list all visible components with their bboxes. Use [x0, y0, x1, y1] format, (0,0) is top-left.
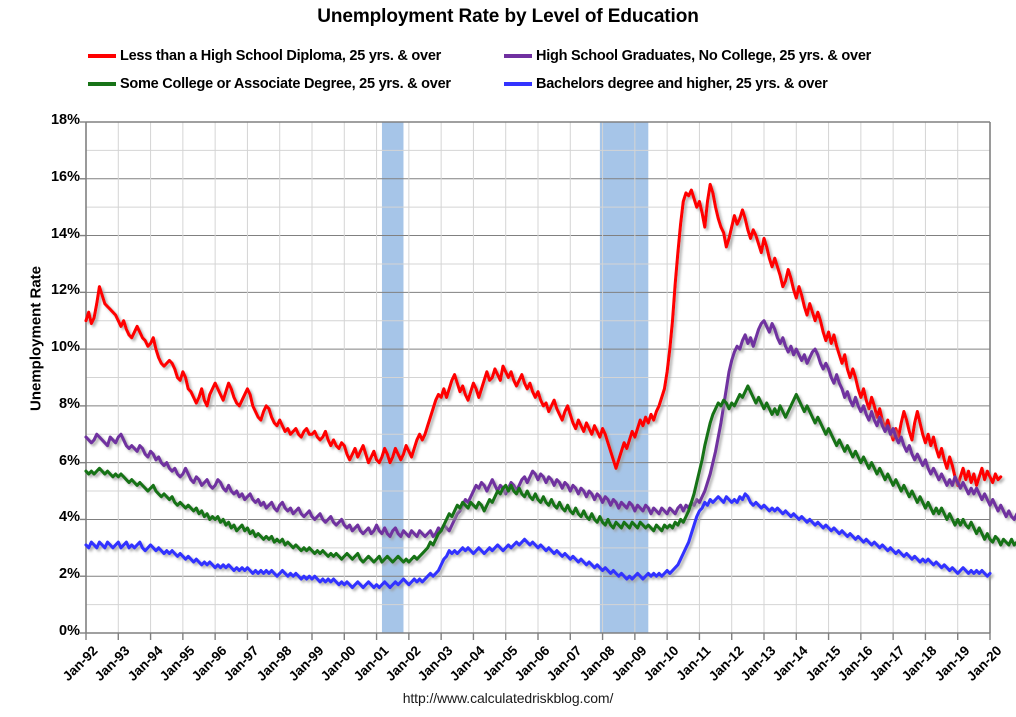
legend-swatch-green [88, 82, 116, 86]
legend-item-some-college: Some College or Associate Degree, 25 yrs… [88, 76, 451, 92]
legend-swatch-blue [504, 82, 532, 86]
chart-title: Unemployment Rate by Level of Education [317, 6, 699, 27]
y-tick-label: 12% [50, 282, 80, 299]
series-line-2 [84, 384, 1016, 564]
y-tick-label: 4% [59, 509, 80, 526]
axis-ticks [80, 121, 991, 640]
y-tick-label: 6% [59, 452, 80, 469]
footer-url: http://www.calculatedriskblog.com/ [402, 690, 614, 706]
y-tick-label: 16% [50, 168, 80, 185]
chart-legend: Less than a High School Diploma, 25 yrs.… [88, 48, 948, 106]
series-line-0 [84, 182, 1003, 487]
data-series [84, 182, 1016, 590]
legend-label: Less than a High School Diploma, 25 yrs.… [120, 48, 442, 64]
legend-label: High School Graduates, No College, 25 yr… [536, 48, 872, 64]
y-tick-label: 0% [59, 623, 80, 639]
series-line-3 [84, 492, 992, 590]
legend-item-bachelors: Bachelors degree and higher, 25 yrs. & o… [504, 76, 828, 92]
y-tick-label: 18% [50, 112, 80, 128]
y-tick-label: 14% [50, 225, 80, 242]
y-tick-label: 10% [50, 339, 80, 356]
series-line-1 [84, 319, 1016, 539]
legend-label: Bachelors degree and higher, 25 yrs. & o… [536, 76, 828, 92]
legend-swatch-purple [504, 54, 532, 58]
legend-item-less-than-high-school: Less than a High School Diploma, 25 yrs.… [88, 48, 441, 64]
legend-item-high-school-graduates: High School Graduates, No College, 25 yr… [504, 48, 871, 64]
y-tick-label: 8% [59, 395, 80, 412]
legend-label: Some College or Associate Degree, 25 yrs… [120, 76, 451, 92]
y-tick-labels: 0% 2% 4% 6% 8% 10% 12% 14% 16% 18% [24, 0, 80, 717]
legend-swatch-red [88, 54, 116, 58]
y-tick-label: 2% [59, 566, 80, 583]
